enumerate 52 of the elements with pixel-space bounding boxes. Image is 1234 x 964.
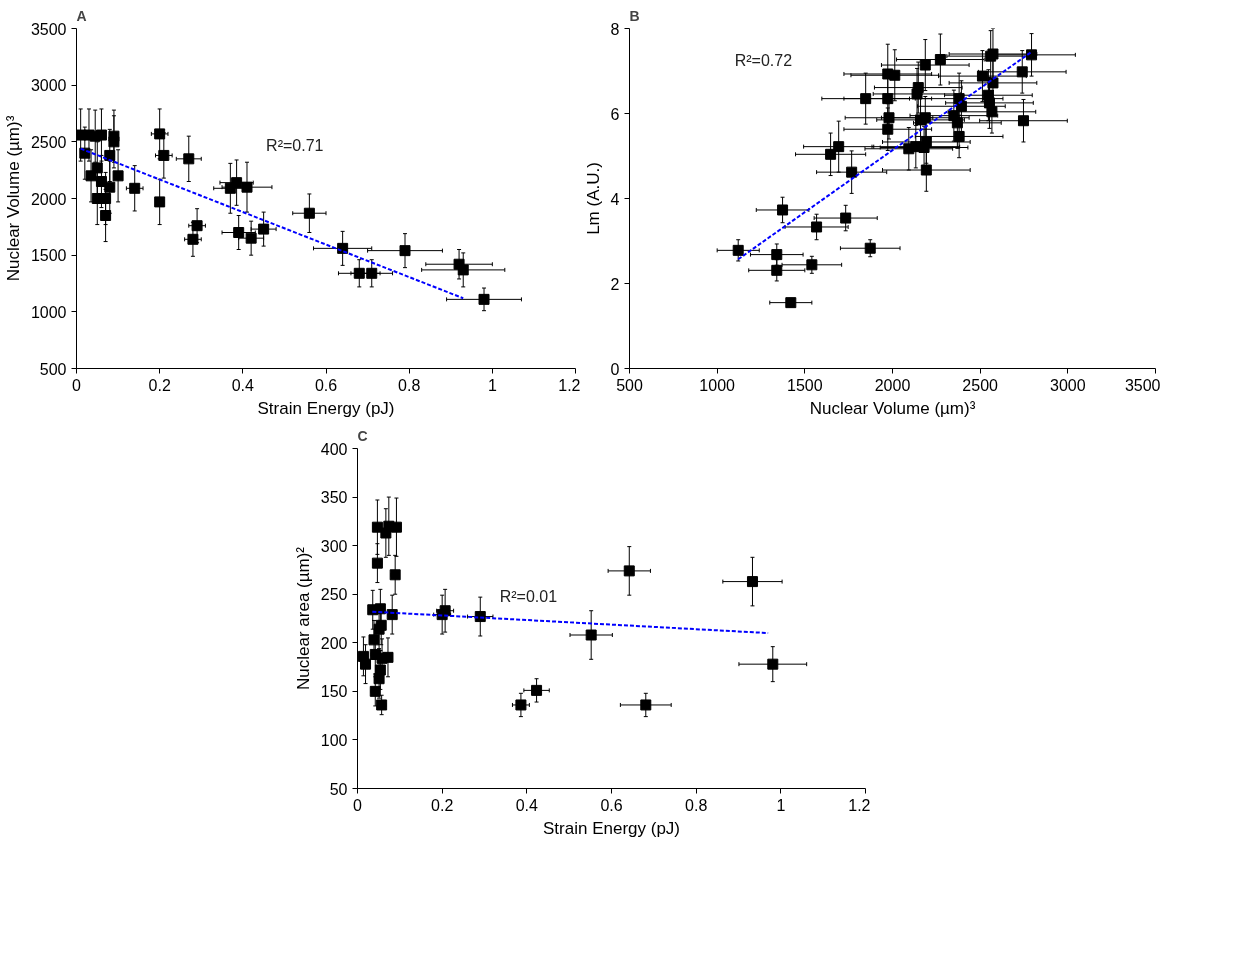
y-tick-label: 300	[320, 537, 348, 555]
x-tick-label: 1	[776, 796, 786, 814]
y-tick-label: 100	[320, 731, 348, 749]
y-tick-label: 3500	[30, 20, 67, 38]
y-axis-title: Nuclear Volume (µm)³	[3, 115, 23, 282]
x-tick-label: 3500	[1124, 376, 1161, 394]
x-tick-label: 0	[72, 376, 82, 394]
x-axis-title: Strain Energy (pJ)	[543, 818, 680, 838]
y-tick-label: 350	[320, 489, 348, 507]
y-tick-label: 150	[320, 683, 348, 701]
chart-title: A	[76, 7, 87, 24]
y-axis-title: Lm (A.U.)	[583, 162, 603, 235]
x-tick-label: 0	[353, 796, 363, 814]
x-tick-label: 0.4	[231, 376, 255, 394]
y-tick-label: 3000	[30, 77, 67, 95]
y-tick-label: 50	[329, 780, 348, 798]
y-tick-label: 6	[610, 105, 620, 123]
x-axis-title: Nuclear Volume (µm)³	[809, 398, 976, 418]
y-axis-title: Nuclear area (µm)²	[293, 546, 313, 690]
x-tick-label: 0.6	[314, 376, 338, 394]
x-tick-label: 1000	[699, 376, 736, 394]
y-tick-label: 2500	[30, 133, 67, 151]
annotation: R²=0.01	[499, 587, 558, 605]
x-tick-label: 1.2	[558, 376, 581, 394]
x-tick-label: 1500	[787, 376, 823, 394]
x-tick-label: 1.2	[848, 796, 871, 814]
x-axis-title: Strain Energy (pJ)	[257, 398, 395, 418]
y-tick-label: 400	[320, 440, 348, 458]
y-tick-label: 250	[320, 586, 348, 604]
y-tick-label: 1500	[30, 247, 67, 265]
x-tick-label: 1	[487, 376, 497, 394]
y-tick-label: 500	[39, 360, 67, 378]
annotation: R²=0.71	[266, 137, 324, 155]
x-tick-label: 3000	[1050, 376, 1086, 394]
x-tick-label: 0.8	[685, 796, 708, 814]
chart-title: C	[357, 427, 368, 444]
x-tick-label: 2000	[874, 376, 911, 394]
x-tick-label: 0.4	[515, 796, 539, 814]
y-tick-label: 2	[610, 275, 620, 293]
x-tick-label: 0.6	[600, 796, 623, 814]
y-tick-label: 1000	[30, 303, 67, 321]
chart-title: B	[629, 7, 640, 24]
x-tick-label: 0.2	[148, 376, 171, 394]
y-tick-label: 4	[610, 190, 620, 208]
x-tick-label: 2500	[962, 376, 999, 394]
y-tick-label: 200	[320, 634, 348, 652]
y-tick-label: 2000	[30, 190, 67, 208]
annotation: R²=0.72	[734, 52, 793, 70]
y-tick-label: 0	[610, 360, 620, 378]
x-tick-label: 0.2	[431, 796, 454, 814]
y-tick-label: 8	[610, 20, 620, 38]
x-tick-label: 0.8	[398, 376, 421, 394]
